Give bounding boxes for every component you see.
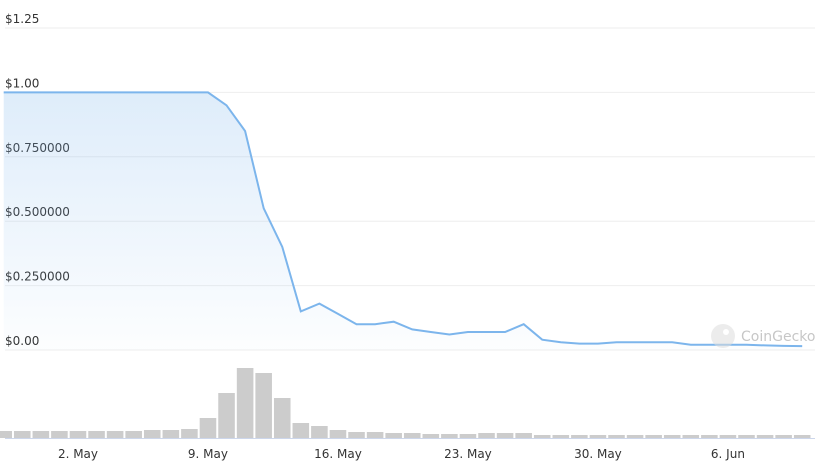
x-tick-label: 16. May [314,447,362,461]
volume-bar [366,432,384,438]
volume-bar [775,435,792,438]
watermark: CoinGecko [711,324,815,348]
volume-bar [181,429,198,438]
x-tick-label: 2. May [58,447,98,461]
x-tick-label: 9. May [188,447,228,461]
volume-bar [255,373,272,438]
volume-bar [515,433,532,438]
volume-bar [793,435,811,438]
volume-bar [403,433,421,438]
volume-bar [88,431,105,438]
volume-bar [589,435,607,438]
volume-bar [626,435,644,438]
volume-bar [199,418,217,438]
volume-bar [13,431,31,438]
volume-bar [422,434,440,438]
y-tick-label: $1.00 [5,76,39,90]
volume-bar [311,426,328,438]
volume-bar [51,431,68,438]
volume-bar [459,434,477,438]
volume-bar [682,435,700,438]
volume-bar [738,435,755,438]
volume-bar [478,433,495,438]
volume-bar [719,435,737,438]
volume-bar [292,423,310,438]
volume-bar [329,430,347,438]
volume-bar [106,431,124,438]
volume-bar [69,431,87,438]
x-tick-label: 30. May [574,447,622,461]
volume-bar [0,431,12,438]
volume-bar [756,435,774,438]
x-tick-label: 23. May [444,447,492,461]
volume-bar [645,435,662,438]
volume-bar [32,431,50,438]
volume-bar [348,432,365,438]
y-tick-label: $1.25 [5,12,39,26]
price-line [3,91,803,348]
volume-bar [218,393,235,438]
x-tick-label: 6. Jun [711,447,745,461]
volume-bar [552,435,570,438]
volume-bar [441,434,458,438]
volume-bar [701,435,718,438]
volume-bar [162,430,180,438]
watermark-text: CoinGecko [741,329,815,345]
volume-bar [496,433,514,438]
volume-bar [608,435,625,438]
volume-bar [385,433,402,438]
volume-bar [143,430,161,438]
volume-bar [663,435,681,438]
area [3,92,803,351]
volume-bar [125,431,142,438]
volume-bar [533,435,551,438]
volume-bar [236,368,254,438]
volume-bar [273,398,291,438]
volume-bar [571,435,588,438]
